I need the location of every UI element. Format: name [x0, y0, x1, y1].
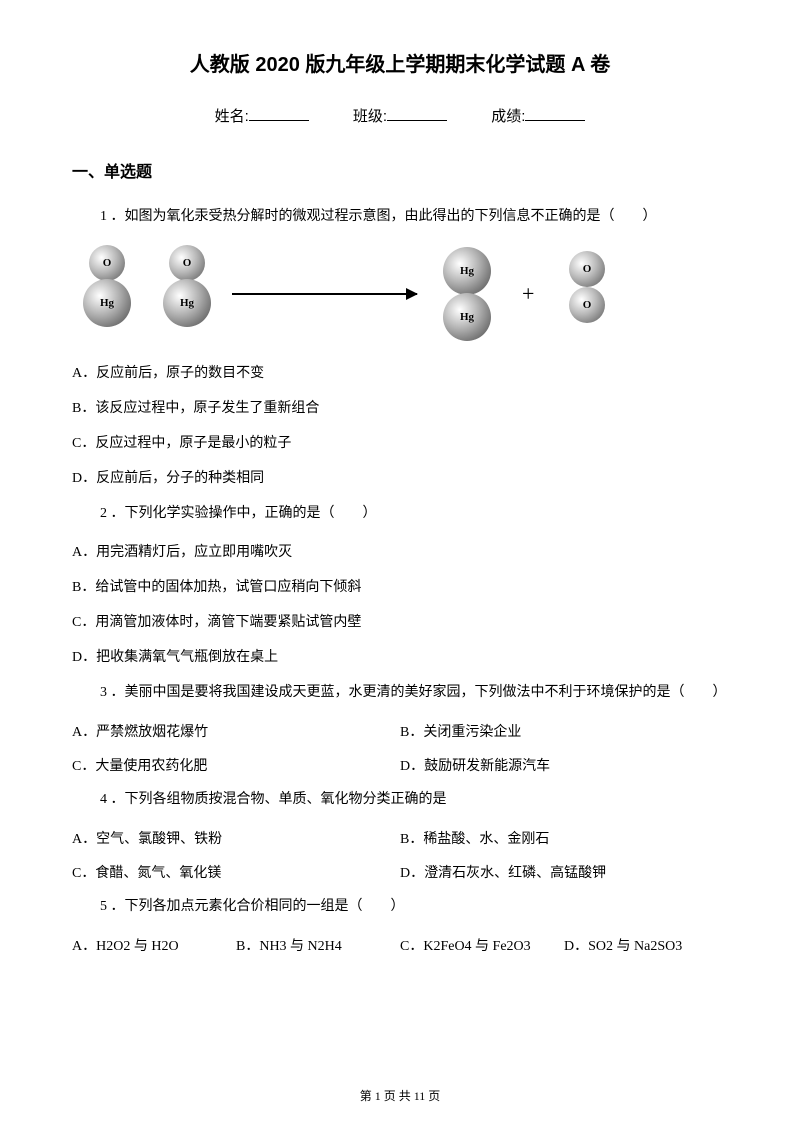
q4-opt-b: B．稀盐酸、水、金刚石 [400, 828, 728, 848]
atom-hg: Hg [83, 279, 131, 327]
molecule-hg2: Hg Hg [442, 245, 492, 335]
q4-opt-c: C．食醋、氮气、氧化镁 [72, 862, 400, 882]
atom-o: O [569, 251, 605, 287]
q3-opt-d: D．鼓励研发新能源汽车 [400, 755, 728, 775]
q3-row2: C．大量使用农药化肥 D．鼓励研发新能源汽车 [72, 755, 728, 775]
q3-opt-b: B．关闭重污染企业 [400, 721, 728, 741]
q5-opt-d: D．SO2 与 Na2SO3 [564, 935, 728, 955]
q4-opt-d: D．澄清石灰水、红磷、高锰酸钾 [400, 862, 728, 882]
q2-opt-d: D．把收集满氧气气瓶倒放在桌上 [72, 647, 728, 668]
score-label: 成绩: [491, 108, 525, 125]
atom-hg: Hg [163, 279, 211, 327]
class-blank [387, 120, 447, 121]
plus-sign: + [522, 281, 534, 307]
reaction-arrow [232, 293, 417, 295]
page-title: 人教版 2020 版九年级上学期期末化学试题 A 卷 [72, 48, 728, 77]
q2-opt-b: B．给试管中的固体加热，试管口应稍向下倾斜 [72, 577, 728, 598]
atom-hg: Hg [443, 293, 491, 341]
q2-opt-a: A．用完酒精灯后，应立即用嘴吹灭 [72, 542, 728, 563]
q5-opt-c: C．K2FeO4 与 Fe2O3 [400, 935, 564, 955]
q5-text: 5 ．下列各加点元素化合价相同的一组是（ ） [72, 896, 728, 917]
molecule-hgo-1: O Hg [82, 245, 132, 335]
q3-opt-c: C．大量使用农药化肥 [72, 755, 400, 775]
molecule-hgo-2: O Hg [162, 245, 212, 335]
section-heading: 一、单选题 [72, 158, 728, 182]
q5-opt-b: B．NH3 与 N2H4 [236, 935, 400, 955]
atom-o: O [569, 287, 605, 323]
atom-o: O [169, 245, 205, 281]
atom-hg: Hg [443, 247, 491, 295]
class-label: 班级: [353, 108, 387, 125]
score-blank [525, 120, 585, 121]
atom-o: O [89, 245, 125, 281]
q1-opt-d: D．反应前后，分子的种类相同 [72, 468, 728, 489]
q1-opt-a: A．反应前后，原子的数目不变 [72, 363, 728, 384]
q1-text: 1 ．如图为氧化汞受热分解时的微观过程示意图，由此得出的下列信息不正确的是（ ） [72, 206, 728, 227]
q4-opt-a: A．空气、氯酸钾、铁粉 [72, 828, 400, 848]
info-line: 姓名: 班级: 成绩: [72, 105, 728, 126]
q1-opt-b: B．该反应过程中，原子发生了重新组合 [72, 398, 728, 419]
q4-row1: A．空气、氯酸钾、铁粉 B．稀盐酸、水、金刚石 [72, 828, 728, 848]
q2-opt-c: C．用滴管加液体时，滴管下端要紧贴试管内壁 [72, 612, 728, 633]
name-label: 姓名: [215, 108, 249, 125]
q1-opt-c: C．反应过程中，原子是最小的粒子 [72, 433, 728, 454]
reaction-diagram: O Hg O Hg Hg Hg + O O [72, 245, 728, 345]
q4-text: 4 ．下列各组物质按混合物、单质、氧化物分类正确的是 [72, 789, 728, 810]
name-blank [249, 120, 309, 121]
q5-opt-a: A．H2O2 与 H2O [72, 935, 236, 955]
q3-opt-a: A．严禁燃放烟花爆竹 [72, 721, 400, 741]
q3-text: 3 ．美丽中国是要将我国建设成天更蓝，水更清的美好家园，下列做法中不利于环境保护… [72, 682, 728, 703]
q4-row2: C．食醋、氮气、氧化镁 D．澄清石灰水、红磷、高锰酸钾 [72, 862, 728, 882]
molecule-o2: O O [562, 245, 612, 335]
q2-text: 2 ．下列化学实验操作中，正确的是（ ） [72, 503, 728, 524]
q3-row1: A．严禁燃放烟花爆竹 B．关闭重污染企业 [72, 721, 728, 741]
page-footer: 第 1 页 共 11 页 [0, 1087, 800, 1104]
q5-row: A．H2O2 与 H2O B．NH3 与 N2H4 C．K2FeO4 与 Fe2… [72, 935, 728, 955]
